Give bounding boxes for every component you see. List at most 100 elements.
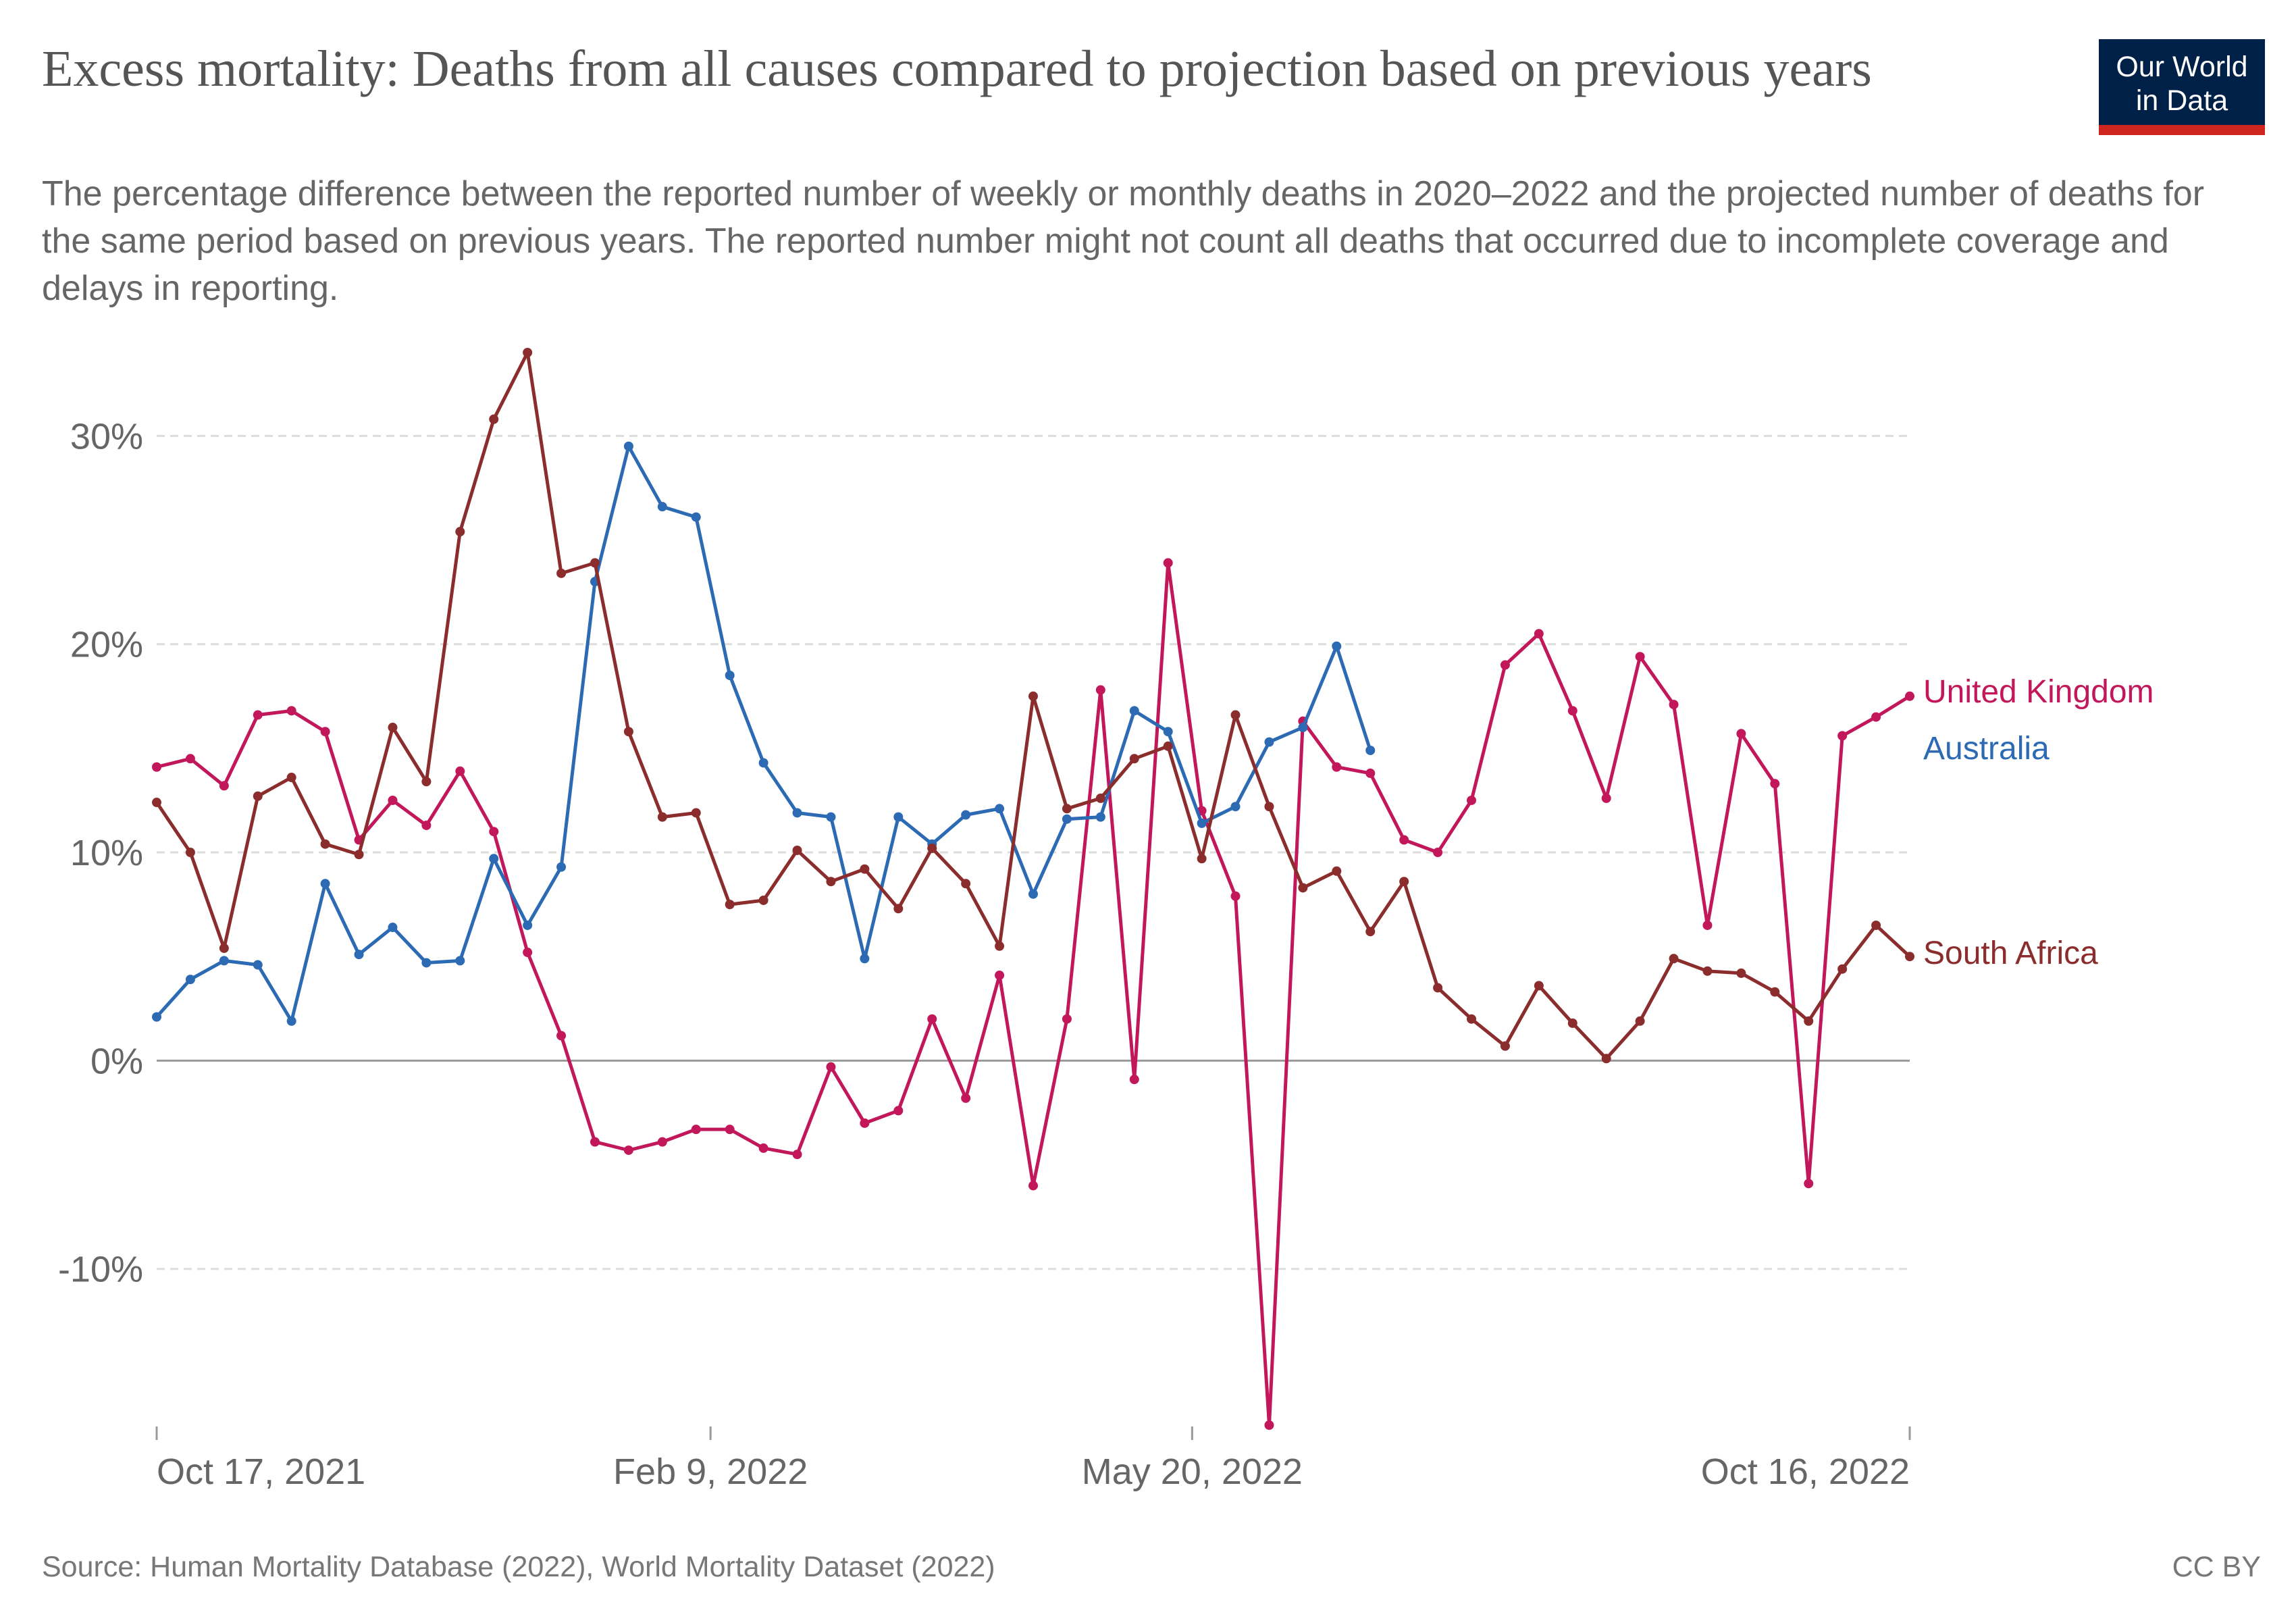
data-point-united-kingdom xyxy=(725,1125,735,1135)
series-lines xyxy=(152,348,1914,1430)
data-point-south-africa xyxy=(455,527,465,537)
data-point-south-africa xyxy=(1736,968,1746,978)
data-point-australia xyxy=(1298,723,1308,733)
data-point-australia xyxy=(961,810,971,820)
data-point-australia xyxy=(623,441,633,451)
data-point-australia xyxy=(286,1016,296,1026)
data-point-united-kingdom xyxy=(1230,891,1241,901)
data-point-south-africa xyxy=(1770,987,1780,997)
data-point-south-africa xyxy=(1298,883,1308,893)
data-point-south-africa xyxy=(219,943,229,953)
data-point-australia xyxy=(860,954,870,964)
data-point-south-africa xyxy=(893,904,904,914)
data-point-united-kingdom xyxy=(826,1062,836,1072)
data-point-australia xyxy=(152,1012,161,1022)
data-point-united-kingdom xyxy=(1770,779,1780,789)
y-tick-label: 10% xyxy=(70,833,143,873)
data-point-australia xyxy=(725,670,735,680)
data-point-australia xyxy=(1129,706,1139,716)
data-point-south-africa xyxy=(826,877,836,887)
data-point-south-africa xyxy=(1467,1014,1476,1024)
data-point-united-kingdom xyxy=(1264,1420,1274,1430)
data-point-south-africa xyxy=(792,845,802,855)
y-axis-ticks: 30% 20% 10% 0% -10% xyxy=(58,416,143,1289)
data-point-australia xyxy=(320,879,330,889)
data-point-united-kingdom xyxy=(1433,848,1443,858)
data-point-australia xyxy=(556,862,567,872)
data-point-south-africa xyxy=(1635,1016,1645,1026)
data-point-united-kingdom xyxy=(320,727,330,737)
data-point-south-africa xyxy=(185,848,195,858)
source-note: Source: Human Mortality Database (2022),… xyxy=(42,1551,995,1583)
data-point-australia xyxy=(1197,818,1207,828)
data-point-united-kingdom xyxy=(927,1014,937,1024)
data-point-united-kingdom xyxy=(1534,629,1544,639)
x-tick-label: Oct 16, 2022 xyxy=(1701,1451,1910,1492)
series-south-africa xyxy=(152,348,1914,1064)
data-point-south-africa xyxy=(1500,1041,1510,1051)
data-point-united-kingdom xyxy=(657,1137,667,1147)
data-point-australia xyxy=(758,758,768,768)
data-point-australia xyxy=(1230,802,1241,812)
data-point-south-africa xyxy=(725,900,735,910)
data-point-australia xyxy=(826,812,836,822)
series-united-kingdom xyxy=(152,558,1914,1430)
y-tick-label: 20% xyxy=(70,625,143,665)
data-point-south-africa xyxy=(590,558,600,568)
data-point-united-kingdom xyxy=(1567,706,1577,716)
data-point-united-kingdom xyxy=(1467,795,1476,805)
data-point-south-africa xyxy=(523,348,533,357)
y-tick-label: -10% xyxy=(58,1250,143,1290)
data-point-south-africa xyxy=(860,864,870,874)
data-point-united-kingdom xyxy=(1635,652,1645,662)
data-point-south-africa xyxy=(1871,920,1881,930)
data-point-south-africa xyxy=(253,791,263,801)
data-point-united-kingdom xyxy=(860,1118,870,1128)
data-point-south-africa xyxy=(1332,866,1342,876)
data-point-united-kingdom xyxy=(792,1150,802,1160)
data-point-australia xyxy=(455,956,465,966)
data-point-south-africa xyxy=(691,808,701,818)
x-tick-label: May 20, 2022 xyxy=(1082,1451,1303,1492)
data-point-australia xyxy=(1332,641,1342,651)
data-point-south-africa xyxy=(388,723,398,733)
data-point-south-africa xyxy=(1601,1054,1611,1064)
data-point-australia xyxy=(1163,727,1173,737)
data-point-united-kingdom xyxy=(523,948,533,958)
data-point-south-africa xyxy=(1567,1018,1577,1028)
data-point-united-kingdom xyxy=(185,754,195,764)
data-point-united-kingdom xyxy=(961,1093,971,1103)
data-point-united-kingdom xyxy=(1062,1014,1072,1024)
data-point-australia xyxy=(995,804,1005,814)
data-point-south-africa xyxy=(1095,793,1105,803)
data-point-south-africa xyxy=(489,414,499,424)
data-point-south-africa xyxy=(1129,754,1139,764)
data-point-south-africa xyxy=(1399,877,1409,887)
y-tick-label: 0% xyxy=(90,1041,143,1081)
data-point-australia xyxy=(1028,889,1038,899)
data-point-united-kingdom xyxy=(421,820,432,830)
data-point-south-africa xyxy=(1905,952,1914,962)
data-point-south-africa xyxy=(1804,1016,1814,1026)
data-point-south-africa xyxy=(1365,927,1376,937)
data-point-south-africa xyxy=(1433,983,1443,993)
data-point-united-kingdom xyxy=(1837,731,1848,741)
data-point-australia xyxy=(523,920,533,930)
data-point-united-kingdom xyxy=(1669,700,1679,710)
data-point-south-africa xyxy=(623,727,633,737)
series-label-united-kingdom: United Kingdom xyxy=(1923,674,2154,710)
data-point-australia xyxy=(657,502,667,512)
data-point-australia xyxy=(893,812,904,822)
data-point-australia xyxy=(691,512,701,522)
data-point-united-kingdom xyxy=(388,795,398,805)
logo-text-line-1: Our World xyxy=(2116,51,2248,83)
data-point-south-africa xyxy=(1669,954,1679,964)
data-point-united-kingdom xyxy=(1736,729,1746,739)
x-tick-label: Feb 9, 2022 xyxy=(613,1451,808,1492)
owid-logo[interactable]: Our World in Data xyxy=(2099,39,2265,135)
data-point-south-africa xyxy=(1837,964,1848,974)
data-point-united-kingdom xyxy=(1804,1179,1814,1189)
data-point-united-kingdom xyxy=(1905,691,1914,701)
license-link[interactable]: CC BY xyxy=(2172,1551,2261,1583)
